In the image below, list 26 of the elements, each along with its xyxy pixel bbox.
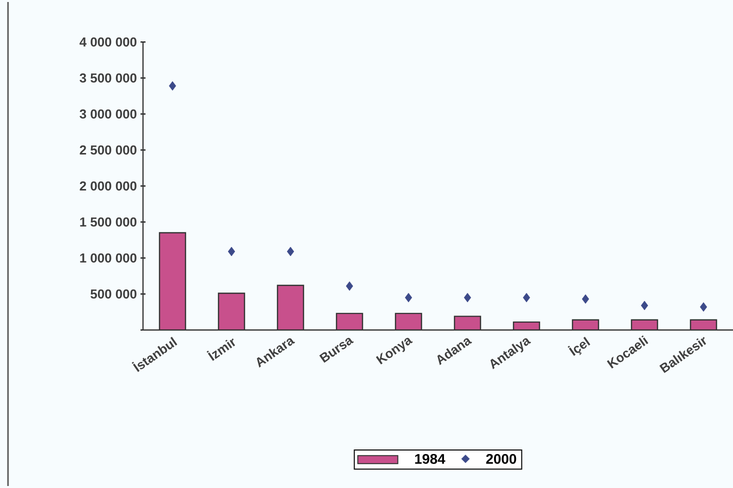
bar	[396, 313, 422, 330]
bar	[160, 232, 186, 330]
y-tick-label: 2 500 000	[80, 145, 136, 155]
point	[582, 294, 590, 304]
point	[168, 81, 176, 91]
y-tick-label: 3 000 000	[80, 109, 136, 119]
y-tick-label: 3 500 000	[80, 73, 136, 83]
bar	[278, 285, 304, 330]
bar	[336, 313, 363, 330]
legend-label: 1984	[415, 454, 446, 464]
point	[640, 300, 648, 310]
y-tick-label: 500 000	[90, 289, 136, 299]
point	[700, 302, 708, 312]
bar	[218, 293, 245, 330]
point	[286, 246, 294, 256]
y-tick-label: 1 000 000	[80, 253, 136, 263]
y-tick-label: 1 500 000	[80, 217, 136, 227]
point	[522, 292, 530, 302]
point	[464, 292, 472, 302]
point	[346, 281, 354, 291]
legend-label: 2000	[486, 454, 516, 464]
x-tick-label: İçel	[568, 336, 590, 356]
y-tick-label: 4 000 000	[80, 37, 136, 47]
point	[228, 246, 236, 256]
point	[404, 292, 412, 302]
y-tick-label: 2 000 000	[80, 181, 136, 191]
